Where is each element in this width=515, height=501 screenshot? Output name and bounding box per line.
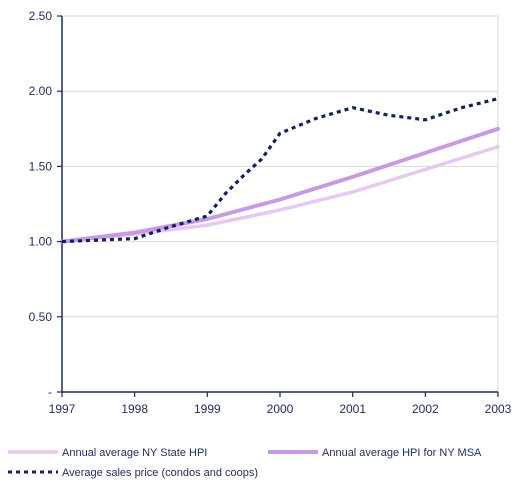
y-tick-label: - bbox=[48, 385, 52, 399]
axes bbox=[61, 16, 498, 393]
x-tick-label: 1998 bbox=[121, 402, 148, 416]
x-tick-label: 2001 bbox=[339, 402, 366, 416]
x-tick-label: 2003 bbox=[485, 402, 512, 416]
series-line-3 bbox=[61, 97, 499, 244]
legend-label-2: Annual average HPI for NY MSA bbox=[322, 447, 482, 459]
y-tick-label: 1.00 bbox=[29, 235, 53, 249]
y-tick-label: 2.50 bbox=[29, 9, 53, 23]
legend: Annual average NY State HPI Annual averag… bbox=[8, 447, 482, 479]
y-axis-ticks: - 0.50 1.00 1.50 2.00 2.50 bbox=[29, 9, 62, 399]
x-tick-label: 2002 bbox=[412, 402, 439, 416]
y-tick-label: 1.50 bbox=[29, 159, 53, 173]
legend-label-3: Average sales price (condos and coops) bbox=[62, 467, 258, 479]
series-line-1 bbox=[60, 145, 500, 244]
y-tick-label: 0.50 bbox=[29, 310, 53, 324]
series-line-2 bbox=[60, 126, 500, 244]
x-axis-ticks: 1997 1998 1999 2000 2001 2002 2003 bbox=[49, 392, 512, 416]
x-tick-label: 1999 bbox=[194, 402, 221, 416]
grid-lines bbox=[62, 15, 499, 392]
legend-label-1: Annual average NY State HPI bbox=[62, 447, 207, 459]
y-tick-label: 2.00 bbox=[29, 84, 53, 98]
x-tick-label: 2000 bbox=[267, 402, 294, 416]
x-tick-label: 1997 bbox=[49, 402, 76, 416]
series-group bbox=[60, 97, 500, 244]
